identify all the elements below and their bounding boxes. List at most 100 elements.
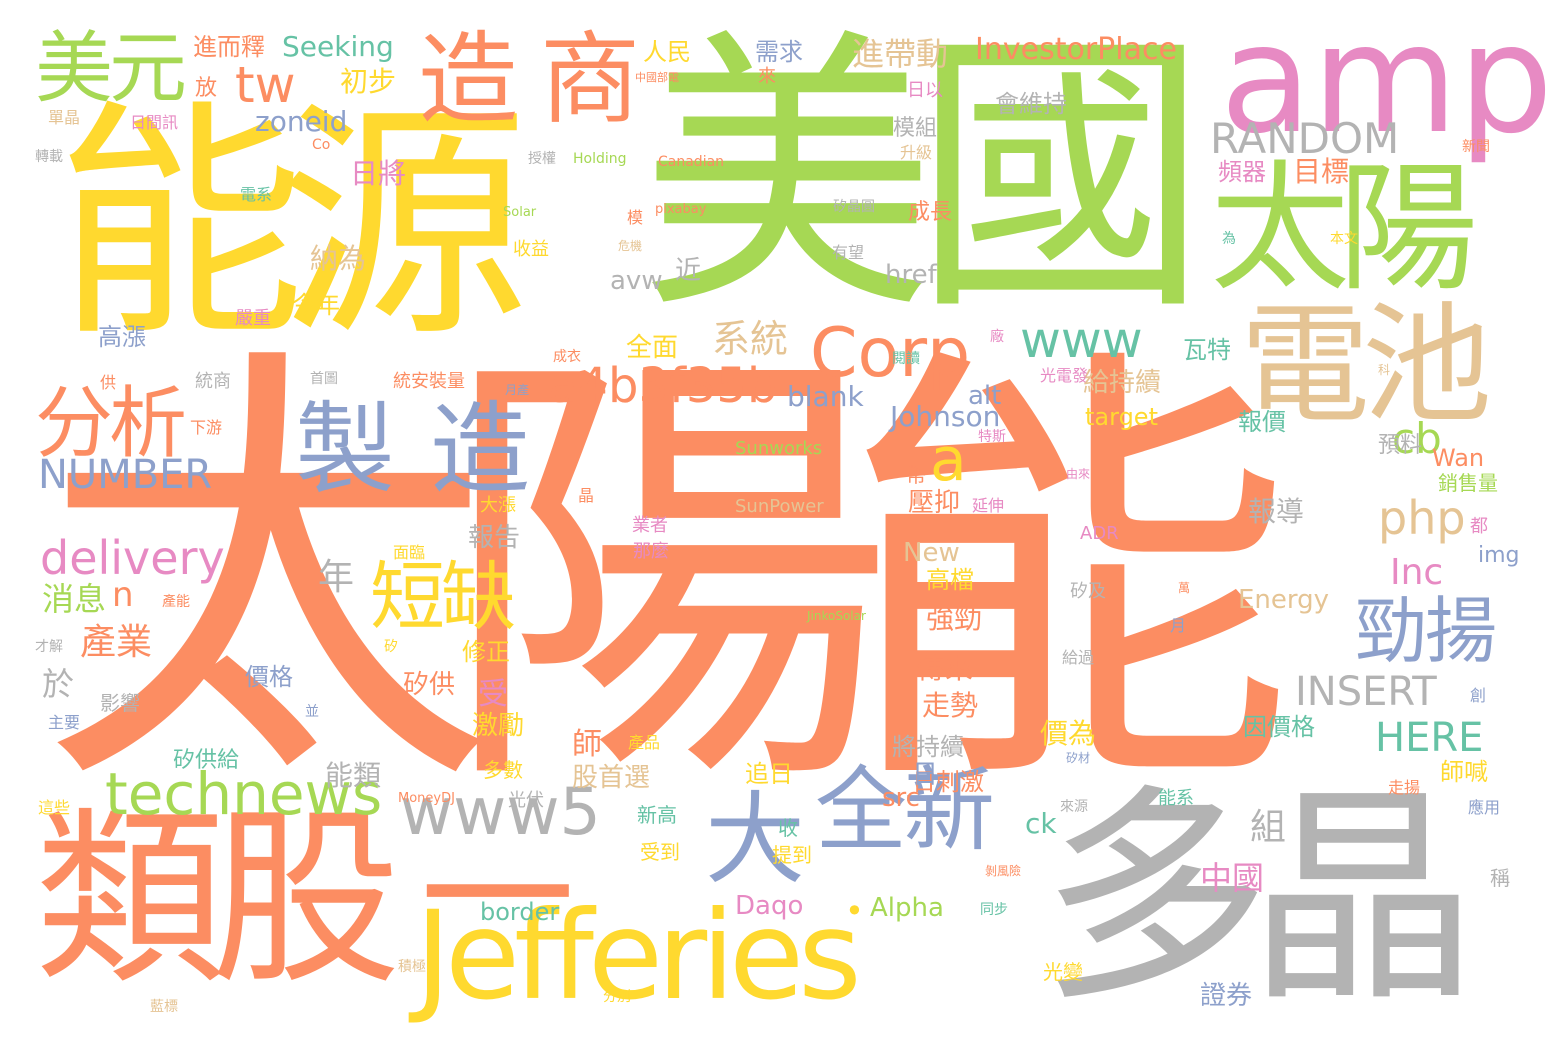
word-jili: 激勵 [472,711,525,741]
word-bi: 幣 [906,463,926,487]
word-danjing: 單晶 [48,108,81,127]
word-energy: Energy [1238,585,1330,615]
word-mo: 模 [627,208,644,227]
word-duojing: 多晶 [1040,766,1478,1033]
word-baodao: 報導 [1248,495,1305,528]
word-xiayou: 下游 [190,418,223,437]
word-guangbian: 光變 [1043,960,1083,984]
word-target: target [1085,403,1158,431]
word-yayi: 壓抑 [908,488,961,518]
word-fenbie: 分別 [603,989,631,1005]
word-alt: alt [968,381,1002,411]
word-www5: www5 [400,775,601,850]
word-wan2: 萬 [1178,581,1191,595]
word-gaozhang: 高漲 [98,323,146,351]
word-zhuyao: 主要 [48,713,81,732]
word-yingyong: 應用 [1468,798,1501,817]
word-shou2: 受 [478,677,508,712]
word-yu: 於 [42,665,75,703]
word-jing: 晶 [578,486,595,505]
word-jefferies: Jefferies [415,885,862,1027]
word-gaodang: 高檔 [926,566,974,594]
word-mubiao: 目標 [1293,155,1350,188]
word-name: 那麼 [633,541,669,562]
word-zouyang: 走揚 [1388,778,1421,797]
word-insert: INSERT [1295,669,1437,715]
word-quanmian: 全面 [626,333,679,363]
word-yuedu: 閱讀 [892,351,920,367]
word-youwang: 有望 [832,243,865,262]
word-ke: 科 [1378,363,1391,377]
word-quanxin: 全新 [815,757,995,864]
word-johnson: Johnson [890,400,1001,433]
word-ricijī: 日刺激 [912,768,984,796]
word-shoutu: 首圖 [310,371,338,387]
word-leigu: 類股 [35,789,401,1010]
word-delivery: delivery [40,531,225,585]
word-holding: Holding [573,151,627,167]
word-chengyi: 成衣 [553,349,581,365]
word-duoshu: 多數 [483,758,523,782]
word-gushouxuan: 股首選 [572,763,651,793]
word-shou: 收 [778,816,798,840]
word-lanbiao: 藍標 [150,999,178,1015]
word-xuqiu: 需求 [755,38,803,66]
word-taiyangneng: 太陽能 [40,313,1295,842]
word-ck: ck [1025,807,1057,840]
word-chengzhang: 成長 [908,200,953,225]
word-corp: Corp [810,314,971,393]
word-channeng: 產能 [162,594,190,610]
word-a4b3f35b: a4b3f35b [548,358,778,414]
word-a: a [930,425,967,495]
word-chang: 廠 [990,329,1004,345]
word-dou: 都 [1470,516,1488,537]
word-yue: 月 [1170,616,1187,635]
word-src: src [882,783,920,813]
word-cb: cb [1392,414,1442,463]
word-fang: 放 [195,76,218,101]
word-shihan: 師喊 [1440,758,1488,786]
word-youlai: 由來 [1066,467,1091,481]
word-meiguo: 美國 [640,5,1208,349]
word-pixabay: pixabay [655,202,707,217]
word-da: 大 [705,781,805,898]
word-gong: 供 [100,373,117,392]
word-xigong: 矽供 [403,670,456,700]
word-blank: blank [787,380,864,413]
word-yingxiang: 影響 [100,691,140,715]
word-seeking: Seeking [282,30,394,63]
word-here: HERE [1375,715,1484,761]
word-zhongguobudian: 中國部電 [635,71,679,84]
word-tidao: 提到 [772,843,812,867]
word-shang: 商 [540,21,640,138]
word-yuechan: 月產 [505,383,530,397]
word-nengyuan: 能源 [55,79,529,370]
word-alpha: Alpha [870,893,944,923]
word-border: border [480,898,560,926]
word-avw: avw [610,266,663,296]
word-xiji: 矽及 [1070,581,1106,602]
word-jindaidong: 進帶動 [852,35,949,73]
word-xicai: 矽材 [1066,751,1091,765]
word-chanye: 產業 [80,622,153,663]
word-yanzhong: 嚴重 [235,308,271,329]
word-nawei: 納為 [310,242,367,275]
word-chubu: 初步 [340,65,397,98]
word-zhuiri: 追日 [745,760,793,788]
word-pinqi: 頻器 [1218,158,1266,186]
word-xijingyuan: 矽晶圓 [833,199,875,215]
word-shouquan: 授權 [528,151,556,167]
word-baogao: 報告 [468,523,521,553]
word-chanpin: 產品 [628,733,661,752]
word-qiangjin: 強勁 [926,602,983,635]
word-laiyuan: 來源 [1060,799,1088,815]
word-benwen: 本文 [1330,231,1358,247]
word-shengji: 升級 [900,143,933,162]
word-mianlin: 面臨 [393,543,426,562]
word-nengxi: 能系 [1158,788,1194,809]
word-yinjiage: 因價格 [1243,713,1315,741]
word-guangdianfa: 光電發 [1040,366,1089,385]
word-jinyang: 勁揚 [1355,589,1497,673]
word-xitong: 系統 [712,317,789,361]
word-duanque: 短缺 [370,553,516,641]
